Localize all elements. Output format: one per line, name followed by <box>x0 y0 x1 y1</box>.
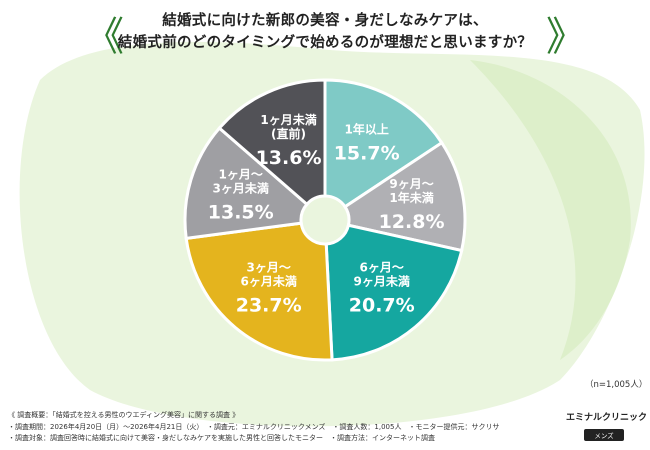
pie-slice-4 <box>183 125 310 241</box>
slice-label-0-0: 1年以上 <box>344 121 388 136</box>
footer-line-1: 《 調査概要：「結婚式を控える男性のウエディング美容」に関する調査 》 <box>8 411 240 419</box>
footer-line-2: ・調査期間：2026年4月20日（月）〜2026年4月21日（火） ・調査元：エ… <box>8 422 500 431</box>
slice-label-5-0: 1ヶ月未満 <box>260 112 316 127</box>
slice-label-2-1: 9ヶ月未満 <box>354 273 410 288</box>
title-bracket-right: 》 <box>546 14 586 60</box>
slice-value-3: 23.7% <box>236 295 302 317</box>
slice-label-1-1: 1年未満 <box>389 190 433 205</box>
logo-sub: メンズ <box>584 429 624 441</box>
slice-value-0: 15.7% <box>334 142 400 164</box>
slice-value-2: 20.7% <box>349 294 415 316</box>
slice-value-5: 13.6% <box>256 147 322 169</box>
slice-label-1-0: 9ヶ月〜 <box>389 177 433 191</box>
pie-slice-2 <box>324 223 464 362</box>
pie-slice-5 <box>217 78 327 207</box>
slice-label-5-1: (直前) <box>271 126 306 141</box>
background-blob-accent <box>470 60 631 360</box>
slice-value-4: 13.5% <box>208 202 274 224</box>
sample-size-note: （n=1,005人） <box>585 380 648 390</box>
slice-label-4-1: 3ヶ月未満 <box>213 181 269 196</box>
logo-name: エミナルクリニック <box>566 413 648 423</box>
slice-label-4-0: 1ヶ月〜 <box>219 168 263 182</box>
chart-title: 結婚式に向けた新郎の美容・身だしなみケアは、 結婚式前のどのタイミングで始めるの… <box>88 10 562 66</box>
pie-slice-3 <box>184 221 334 362</box>
pie-slice-1 <box>342 140 467 253</box>
title-bracket-left: 《 <box>84 14 124 60</box>
chart-title-line-1: 結婚式に向けた新郎の美容・身だしなみケアは、 <box>162 13 488 29</box>
slice-value-1: 12.8% <box>379 211 445 233</box>
pie-slice-0 <box>323 78 444 209</box>
slice-label-2-0: 6ヶ月〜 <box>360 260 404 274</box>
chart-title-line-2: 結婚式前のどのタイミングで始めるのが理想だと思いますか？ <box>117 35 533 51</box>
footer-line-3: ・調査対象：調査回答時に結婚式に向けて美容・身だしなみケアを実施した男性と回答し… <box>8 434 435 442</box>
slice-label-3-0: 3ヶ月〜 <box>247 261 291 275</box>
survey-footer: 《 調査概要：「結婚式を控える男性のウエディング美容」に関する調査 》 ・調査期… <box>8 410 568 445</box>
slice-label-3-1: 6ヶ月未満 <box>241 274 297 289</box>
clinic-logo: エミナルクリニック メンズ <box>566 410 648 444</box>
background-blob <box>19 41 645 427</box>
